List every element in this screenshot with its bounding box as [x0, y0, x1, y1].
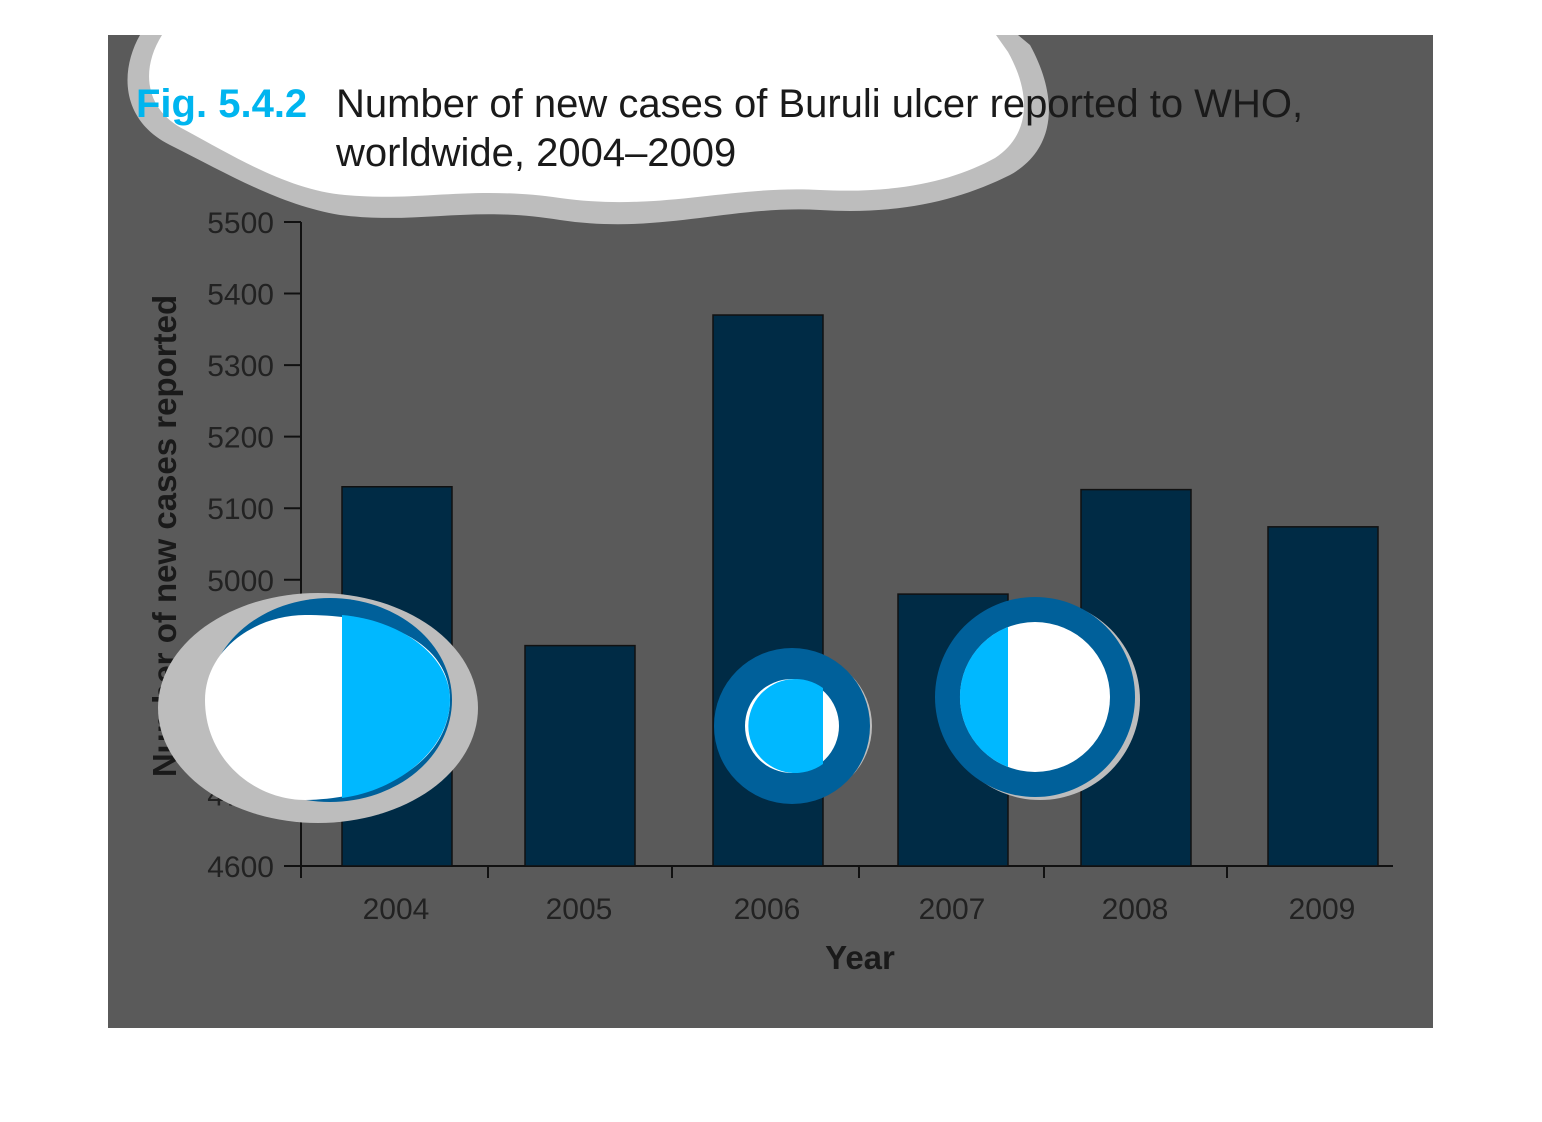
x-tick-label: 2009: [1289, 893, 1356, 926]
x-tick-label: 2006: [734, 893, 801, 926]
x-tick-label: 2008: [1102, 893, 1169, 926]
figure-title-line-1: Number of new cases of Buruli ulcer repo…: [336, 82, 1303, 126]
spot-blob-left: [158, 593, 478, 823]
y-tick-label: 5200: [207, 422, 274, 455]
y-tick-label: 5300: [207, 350, 274, 383]
bar-2005: [524, 644, 636, 867]
y-tick-label: 5100: [207, 493, 274, 526]
x-tick-label: 2005: [546, 893, 613, 926]
x-tick-label: 2004: [363, 893, 430, 926]
title-cloud-blob: [127, 35, 1049, 225]
figure-title-line-2: worldwide, 2004–2009: [335, 131, 736, 175]
spot-blob-center: [714, 648, 872, 804]
y-tick-label: 5400: [207, 279, 274, 312]
x-axis-title: Year: [825, 939, 895, 976]
bar-2009: [1267, 526, 1379, 867]
y-tick-label: 4600: [207, 851, 274, 884]
y-tick-label: 5500: [207, 207, 274, 240]
spot-blob-right: [935, 597, 1140, 800]
figure-label: Fig. 5.4.2: [136, 82, 307, 126]
x-axis-ticks: 2004 2005 2006 2007 2008 2009: [300, 866, 1356, 926]
x-tick-label: 2007: [919, 893, 986, 926]
title-cloud-fill: [149, 35, 1024, 203]
y-tick-label: 5000: [207, 565, 274, 598]
